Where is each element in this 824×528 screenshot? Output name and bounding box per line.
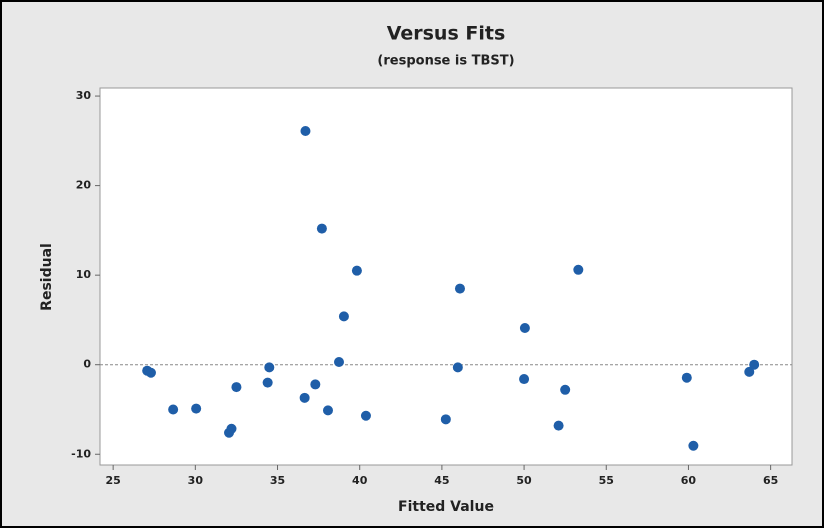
point (231, 382, 242, 393)
point (573, 264, 584, 275)
point (262, 377, 273, 388)
point (333, 357, 344, 368)
point (360, 410, 371, 421)
chart-title: Versus Fits (387, 23, 506, 45)
x-tick-label: 35 (270, 474, 285, 487)
point (560, 384, 571, 395)
point (226, 423, 237, 434)
point (744, 366, 755, 377)
point (316, 223, 327, 234)
point (300, 125, 311, 136)
point (168, 404, 179, 415)
point (452, 362, 463, 373)
x-tick-label: 40 (352, 474, 368, 487)
x-tick-label: 45 (434, 474, 449, 487)
point (688, 440, 699, 451)
x-tick-label: 50 (516, 474, 532, 487)
point (519, 374, 530, 385)
chart-subtitle: (response is TBST) (377, 54, 514, 69)
point (440, 414, 451, 425)
x-axis-label: Fitted Value (398, 499, 494, 515)
point (338, 311, 349, 322)
point (454, 283, 465, 294)
x-tick-label: 65 (763, 474, 778, 487)
point (681, 372, 692, 383)
point (553, 420, 564, 431)
y-tick-label: 30 (76, 89, 92, 102)
point (299, 392, 310, 403)
point (322, 405, 333, 416)
y-tick-label: 20 (76, 179, 92, 192)
y-axis-label: Residual (39, 243, 55, 311)
y-tick-label: 10 (76, 268, 92, 281)
point (264, 362, 275, 373)
x-tick-label: 30 (188, 474, 204, 487)
x-tick-label: 55 (599, 474, 614, 487)
point (749, 359, 760, 370)
point (145, 367, 156, 378)
x-tick-label: 25 (105, 474, 120, 487)
point (351, 265, 362, 276)
point (191, 403, 202, 414)
y-tick-label: -10 (71, 447, 91, 460)
y-tick-label: 0 (83, 358, 91, 371)
point (310, 379, 321, 390)
x-tick-label: 60 (681, 474, 697, 487)
plot-area (99, 87, 793, 466)
point (519, 322, 530, 333)
